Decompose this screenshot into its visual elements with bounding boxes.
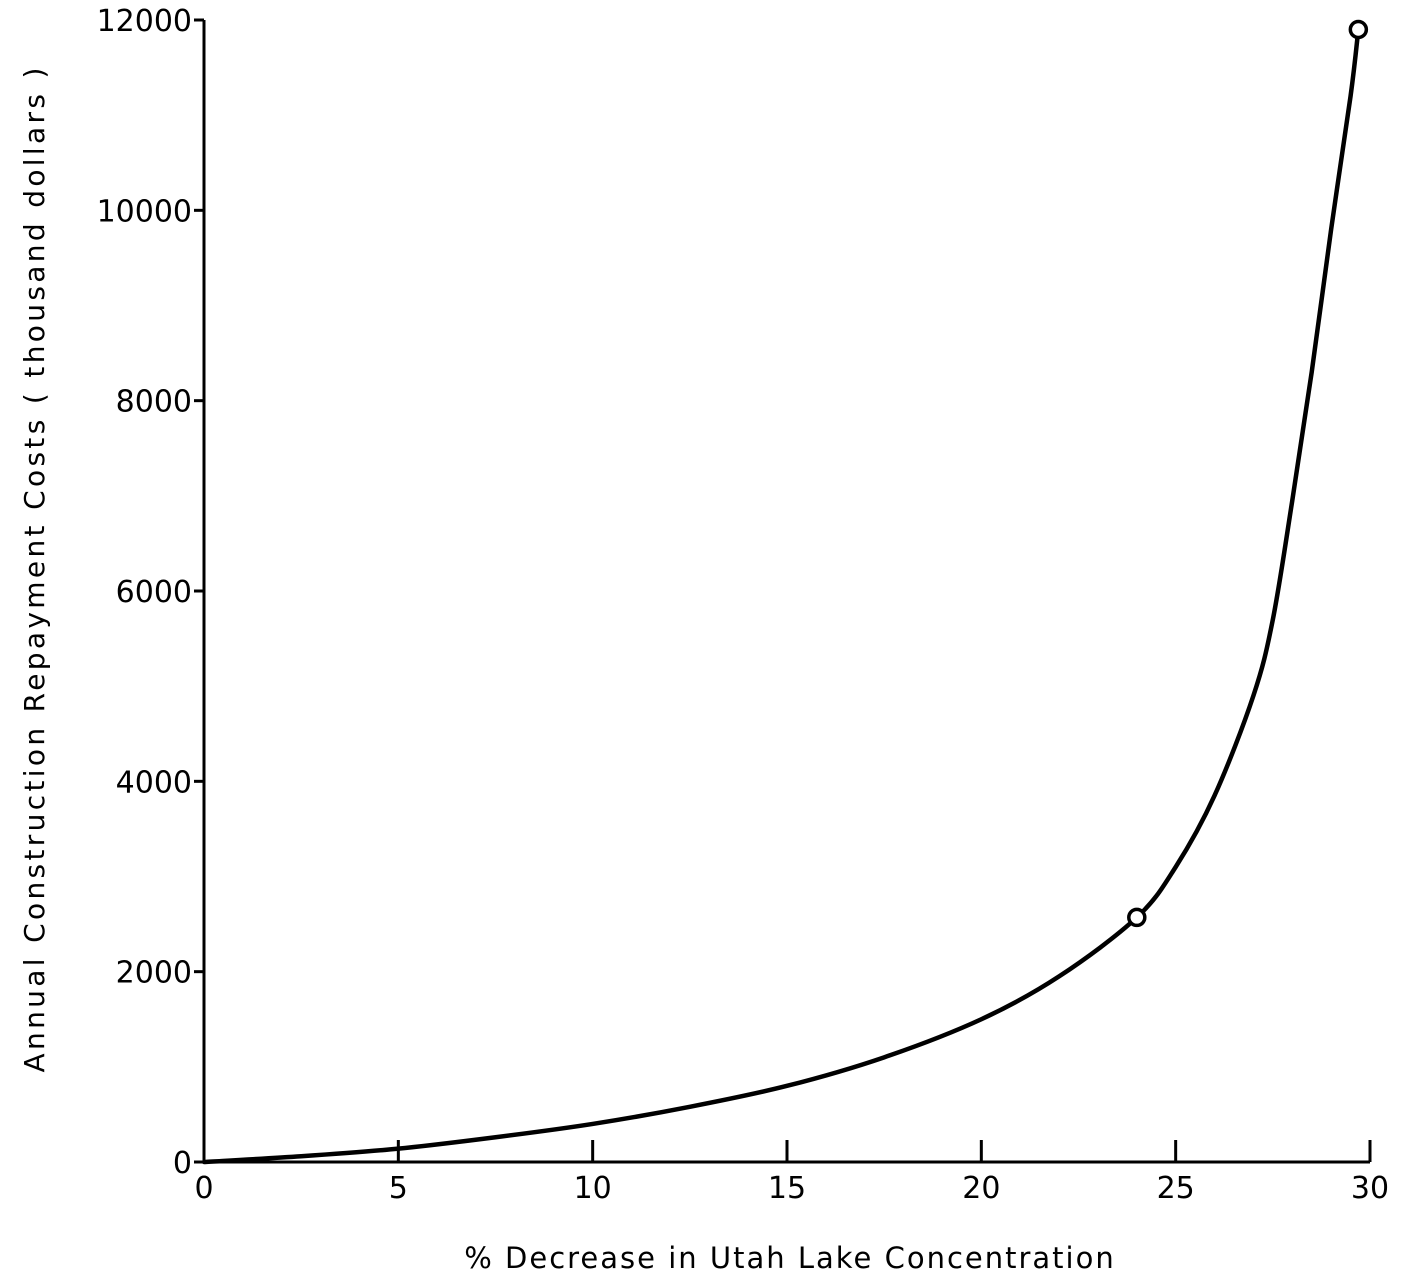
y-tick-label: 6000 (116, 575, 192, 610)
plot-lines (201, 27, 1361, 1165)
x-tick-label: 15 (768, 1171, 806, 1206)
y-tick-label: 2000 (116, 956, 192, 991)
x-tick-label: 30 (1351, 1171, 1389, 1206)
y-tick-label: 8000 (116, 385, 192, 420)
x-ticks: 0 5 10 15 20 25 30 (194, 1140, 1389, 1206)
y-ticks: 0 2000 4000 6000 8000 10000 12000 (97, 4, 204, 1181)
x-axis-label: % Decrease in Utah Lake Concentration (464, 1241, 1115, 1275)
data-point-marker (1127, 907, 1147, 928)
x-tick-label: 10 (574, 1171, 612, 1206)
x-tick-label: 25 (1157, 1171, 1195, 1206)
series-line (201, 27, 1361, 1165)
data-point-marker (1348, 19, 1369, 40)
y-tick-label: 4000 (116, 765, 192, 800)
axes (202, 20, 1370, 1164)
y-tick-label: 12000 (97, 4, 192, 39)
y-axis-label: Annual Construction Repayment Costs ( th… (18, 68, 51, 1073)
x-tick-label: 5 (389, 1171, 408, 1206)
x-tick-label: 20 (962, 1171, 1000, 1206)
x-tick-label: 0 (194, 1171, 213, 1206)
plot-markers (1127, 19, 1369, 928)
y-tick-label: 10000 (97, 194, 192, 229)
y-tick-label: 0 (173, 1146, 192, 1181)
